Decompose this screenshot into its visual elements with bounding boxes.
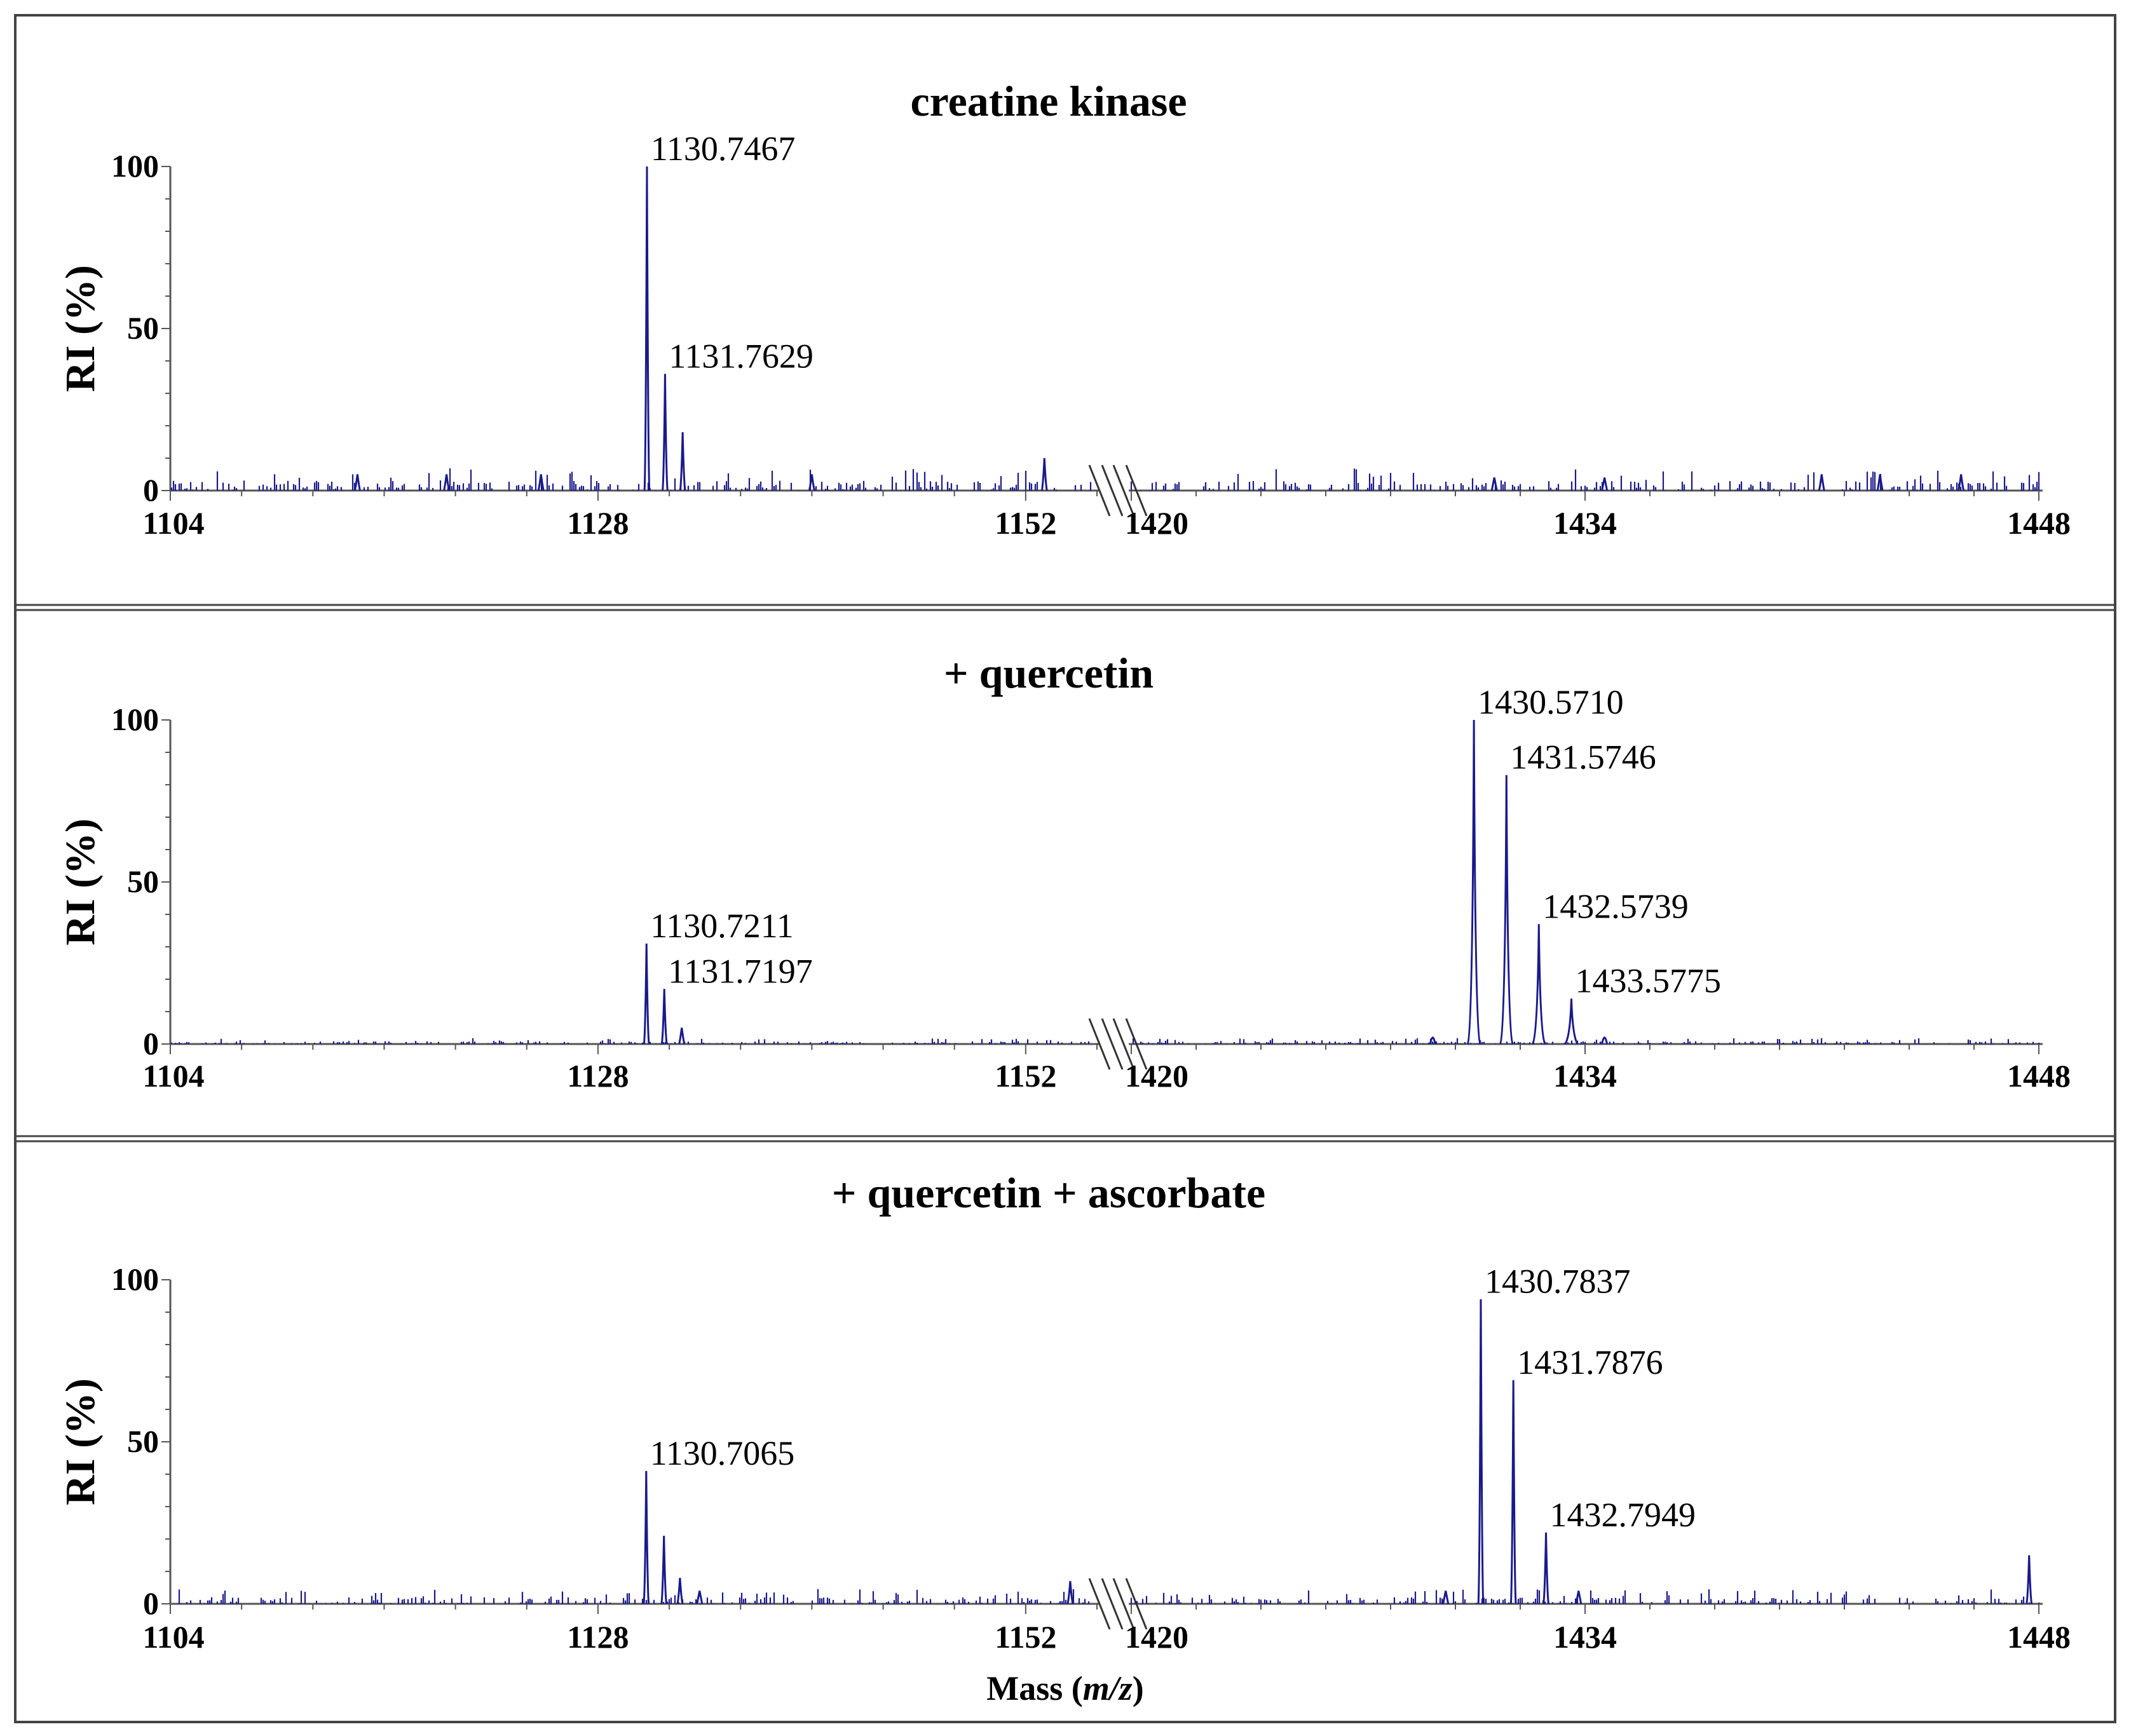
- panel-title: creatine kinase: [910, 77, 1187, 125]
- axis-break-mark: [1101, 465, 1124, 517]
- x-tick-label: 1104: [142, 1619, 204, 1655]
- x-tick-label: 1104: [142, 505, 204, 541]
- axis-break-mark: [1112, 1018, 1135, 1070]
- spectrum-peak: [1575, 1590, 1583, 1604]
- spectrum-peak: [1601, 1036, 1609, 1045]
- axis-break-mark: [1112, 465, 1135, 517]
- peak-mass-label: 1430.5710: [1478, 683, 1624, 721]
- x-tick-label: 1128: [567, 505, 629, 541]
- peak-mass-label: 1433.5775: [1575, 962, 1721, 1000]
- x-tick-label: 1420: [1125, 1058, 1188, 1094]
- spectrum-peak: [1564, 998, 1579, 1045]
- x-tick-label: 1434: [1553, 505, 1617, 541]
- spectrum-peak: [1040, 458, 1048, 491]
- y-axis-label: RI (%): [57, 265, 104, 392]
- spectrum-peak: [1066, 1581, 1074, 1604]
- peak-mass-label: 1130.7211: [650, 907, 794, 945]
- x-tick-label: 1128: [567, 1619, 629, 1655]
- peak-mass-label: 1131.7197: [668, 952, 813, 990]
- figure-frame: [14, 14, 2116, 1723]
- spectrum-peak: [537, 474, 545, 491]
- axis-break-mark: [1125, 465, 1148, 517]
- spectrum-peak: [1601, 477, 1609, 491]
- spectrum-peak: [661, 374, 669, 491]
- spectrum-peak: [443, 474, 451, 491]
- y-tick-label: 100: [111, 1261, 159, 1297]
- axis-break-mark: [1088, 1578, 1111, 1630]
- spectrum-peak: [643, 166, 651, 491]
- y-tick-label: 50: [127, 1423, 159, 1459]
- panel-title: + quercetin + ascorbate: [832, 1169, 1265, 1217]
- spectrum-peak: [1499, 775, 1514, 1045]
- spectrum-peak: [1509, 1380, 1517, 1604]
- x-tick-label: 1152: [995, 1619, 1056, 1655]
- peak-mass-label: 1432.5739: [1542, 887, 1689, 925]
- x-tick-label: 1104: [142, 1058, 204, 1094]
- axis-break-mark: [1088, 1018, 1111, 1070]
- spectrum-peak: [2025, 1555, 2033, 1604]
- spectrum-panel-1: creatine kinase 0 50 100 RI (%) 1104 1128 1152 1…: [57, 77, 2071, 541]
- spectrum-peak: [1466, 719, 1481, 1045]
- y-tick-label: 0: [143, 1585, 159, 1621]
- spectrum-peak: [1542, 1532, 1550, 1604]
- spectrum-peak: [678, 1027, 686, 1045]
- y-tick-label: 100: [111, 148, 159, 184]
- spectrum-noise-trace: [176, 1589, 2040, 1604]
- spectrum-peak: [696, 1590, 704, 1604]
- spectrum-peak: [353, 474, 361, 491]
- y-tick-label: 50: [127, 864, 159, 899]
- spectrum-noise-trace: [170, 468, 2040, 491]
- peak-mass-label: 1432.7949: [1550, 1496, 1696, 1534]
- spectrum-panel-3: + quercetin + ascorbate 0 50 100 RI (%) 1104 1…: [15, 1135, 2115, 1655]
- x-tick-label: 1448: [2007, 1058, 2071, 1094]
- spectrum-peak: [1957, 474, 1965, 491]
- y-tick-label: 0: [143, 472, 159, 508]
- spectrum-peak: [808, 474, 815, 491]
- peak-mass-label: 1131.7629: [669, 337, 814, 375]
- peak-mass-label: 1431.5746: [1510, 738, 1656, 776]
- spectrum-peak: [1531, 924, 1546, 1045]
- y-tick-label: 100: [111, 702, 159, 737]
- spectrum-peak: [676, 1578, 684, 1604]
- x-tick-label: 1420: [1125, 505, 1188, 541]
- x-tick-label: 1448: [2007, 505, 2071, 541]
- spectrum-peak: [643, 1470, 650, 1604]
- x-tick-label: 1152: [995, 505, 1056, 541]
- spectrum-peak: [643, 943, 650, 1045]
- spectrum-peak: [1477, 1299, 1485, 1604]
- peak-mass-label: 1430.7837: [1485, 1263, 1631, 1301]
- spectrum-peak: [660, 989, 668, 1045]
- spectrum-noise-trace: [170, 1038, 2040, 1044]
- panel-title: + quercetin: [944, 649, 1154, 697]
- x-tick-label: 1420: [1125, 1619, 1188, 1655]
- x-tick-label: 1434: [1553, 1619, 1617, 1655]
- axis-break-mark: [1101, 1578, 1124, 1630]
- spectrum-peak: [1490, 477, 1498, 491]
- x-tick-label: 1152: [995, 1058, 1056, 1094]
- spectrum-peak: [660, 1535, 668, 1604]
- y-axis-label: RI (%): [57, 818, 104, 946]
- spectrum-peak: [1876, 474, 1884, 491]
- y-tick-label: 50: [127, 310, 159, 346]
- axis-break-mark: [1112, 1578, 1135, 1630]
- spectrum-peak: [1442, 1590, 1450, 1604]
- spectrum-peak: [1818, 474, 1825, 491]
- peak-mass-label: 1130.7065: [650, 1434, 794, 1472]
- spectrum-peak: [679, 432, 686, 491]
- peak-mass-label: 1431.7876: [1517, 1343, 1663, 1381]
- x-tick-label: 1448: [2007, 1619, 2071, 1655]
- spectrum-panel-2: + quercetin 0 50 100 RI (%) 1104 1128 1152 1420 1…: [15, 604, 2115, 1094]
- x-tick-label: 1128: [567, 1058, 629, 1094]
- y-axis-label: RI (%): [57, 1378, 104, 1505]
- axis-break-mark: [1101, 1018, 1124, 1070]
- axis-break-mark: [1088, 465, 1111, 517]
- y-tick-label: 0: [143, 1026, 159, 1061]
- x-tick-label: 1434: [1553, 1058, 1617, 1094]
- x-axis-label: Mass (m/z): [986, 1669, 1144, 1707]
- spectrum-peak: [1429, 1036, 1436, 1045]
- peak-mass-label: 1130.7467: [651, 130, 795, 168]
